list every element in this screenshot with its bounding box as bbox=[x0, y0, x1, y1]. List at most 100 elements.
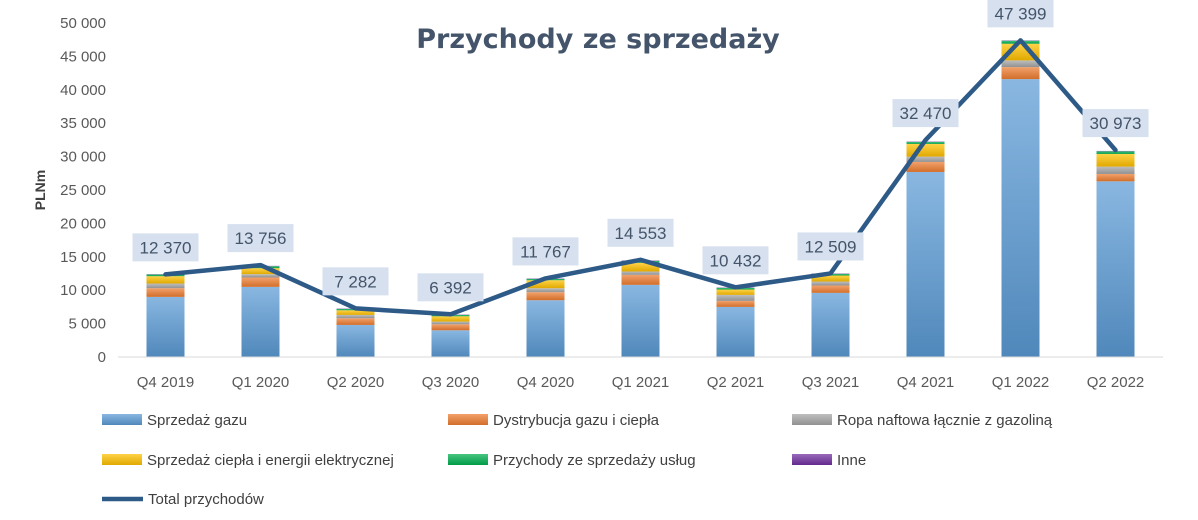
legend-swatch bbox=[792, 414, 832, 425]
bar-segment bbox=[811, 285, 850, 293]
data-label: 11 767 bbox=[520, 242, 571, 261]
bar-segment bbox=[621, 274, 660, 285]
legend-label: Ropa naftowa łącznie z gazoliną bbox=[837, 412, 1053, 429]
bar-segment bbox=[1096, 153, 1135, 167]
bar-segment bbox=[621, 284, 660, 357]
bar-segment bbox=[906, 161, 945, 172]
data-label-box bbox=[512, 237, 579, 266]
bar-segment bbox=[621, 271, 660, 275]
data-label: 30 973 bbox=[1090, 114, 1142, 133]
bar-segment bbox=[241, 268, 280, 275]
bar-segment bbox=[906, 143, 945, 157]
bar-segment bbox=[336, 324, 375, 357]
legend-label: Inne bbox=[837, 452, 866, 469]
bar-segment bbox=[1096, 181, 1135, 357]
data-label: 14 553 bbox=[615, 224, 667, 243]
data-label: 12 370 bbox=[140, 238, 192, 257]
bar-segment bbox=[1096, 166, 1135, 174]
bar-segment bbox=[811, 275, 850, 282]
data-label-box bbox=[892, 99, 959, 128]
y-tick-label: 40 000 bbox=[60, 82, 106, 99]
bar-segment bbox=[431, 321, 470, 325]
legend-swatch bbox=[792, 454, 832, 465]
data-label: 32 470 bbox=[900, 104, 952, 123]
bar-segment bbox=[811, 292, 850, 357]
legend-swatch bbox=[448, 414, 488, 425]
x-tick-label: Q1 2020 bbox=[232, 374, 290, 391]
bar-segment bbox=[336, 314, 375, 319]
x-tick-label: Q4 2020 bbox=[517, 374, 575, 391]
bar-segment bbox=[1001, 67, 1040, 80]
bar-segment bbox=[526, 280, 565, 289]
y-tick-label: 20 000 bbox=[60, 215, 106, 232]
data-label-box bbox=[132, 233, 199, 262]
data-label-box bbox=[417, 273, 484, 302]
y-tick-label: 45 000 bbox=[60, 48, 106, 65]
bar-series bbox=[146, 40, 1135, 357]
x-tick-label: Q2 2022 bbox=[1087, 374, 1145, 391]
data-label: 6 392 bbox=[429, 278, 472, 297]
y-tick-label: 15 000 bbox=[60, 249, 106, 266]
bar-segment bbox=[241, 274, 280, 278]
x-tick-label: Q1 2022 bbox=[992, 374, 1050, 391]
x-tick-label: Q2 2020 bbox=[327, 374, 385, 391]
bar-segment bbox=[241, 277, 280, 287]
legend-label: Sprzedaż ciepła i energii elektrycznej bbox=[147, 452, 394, 469]
bar-segment bbox=[146, 288, 185, 297]
data-label-box bbox=[987, 0, 1054, 28]
bar-segment bbox=[241, 286, 280, 357]
x-tick-label: Q3 2021 bbox=[802, 374, 860, 391]
bar-segment bbox=[146, 296, 185, 357]
data-label-box bbox=[322, 267, 389, 296]
bar-segment bbox=[1001, 79, 1040, 357]
bar-segment bbox=[431, 316, 470, 322]
y-tick-label: 10 000 bbox=[60, 282, 106, 299]
legend-label: Dystrybucja gazu i ciepła bbox=[493, 412, 660, 429]
bar-segment bbox=[336, 310, 375, 315]
y-axis-label: PLNm bbox=[32, 170, 48, 210]
y-tick-label: 25 000 bbox=[60, 182, 106, 199]
y-tick-label: 50 000 bbox=[60, 15, 106, 32]
bar-segment bbox=[716, 294, 755, 301]
bar-segment bbox=[716, 289, 755, 295]
y-tick-label: 30 000 bbox=[60, 149, 106, 166]
data-label: 12 509 bbox=[805, 237, 857, 256]
y-tick-label: 5 000 bbox=[68, 316, 106, 333]
data-label-box bbox=[607, 218, 674, 247]
data-label: 10 432 bbox=[710, 251, 762, 270]
x-tick-label: Q4 2021 bbox=[897, 374, 955, 391]
data-label: 7 282 bbox=[334, 272, 377, 291]
bar-segment bbox=[1001, 60, 1040, 68]
bar-segment bbox=[146, 276, 185, 284]
y-tick-label: 35 000 bbox=[60, 115, 106, 132]
x-tick-label: Q4 2019 bbox=[137, 374, 195, 391]
bar-segment bbox=[716, 300, 755, 307]
legend-swatch bbox=[102, 414, 142, 425]
x-axis: Q4 2019 Q1 2020 Q2 2020 Q3 2020 Q4 2020 Q1 20… bbox=[118, 356, 1163, 391]
bar-segment bbox=[431, 330, 470, 357]
legend: Sprzedaż gazu Dystrybucja gazu i ciepła Ro… bbox=[102, 412, 1053, 508]
data-label: 13 756 bbox=[235, 229, 287, 248]
x-tick-label: Q1 2021 bbox=[612, 374, 670, 391]
data-label: 47 399 bbox=[995, 4, 1047, 23]
chart-title: Przychody ze sprzedaży bbox=[416, 24, 780, 55]
legend-swatch bbox=[448, 454, 488, 465]
x-tick-label: Q2 2021 bbox=[707, 374, 765, 391]
bar-segment bbox=[1096, 151, 1135, 154]
bar-segment bbox=[1096, 173, 1135, 182]
legend-swatch bbox=[102, 454, 142, 465]
legend-label: Przychody ze sprzedaży usług bbox=[493, 452, 696, 469]
bar-segment bbox=[811, 281, 850, 286]
x-tick-label: Q3 2020 bbox=[422, 374, 480, 391]
data-labels: 12 370 13 756 7 282 6 392 11 767 14 553 10 432… bbox=[132, 0, 1149, 302]
bar-segment bbox=[431, 324, 470, 331]
bar-segment bbox=[526, 288, 565, 293]
data-label-box bbox=[702, 246, 769, 275]
bar-segment bbox=[906, 156, 945, 162]
bar-segment bbox=[906, 171, 945, 357]
legend-label: Total przychodów bbox=[148, 491, 264, 508]
bar-segment bbox=[621, 262, 660, 272]
data-label-box bbox=[227, 224, 294, 253]
data-label-box bbox=[1082, 109, 1149, 138]
